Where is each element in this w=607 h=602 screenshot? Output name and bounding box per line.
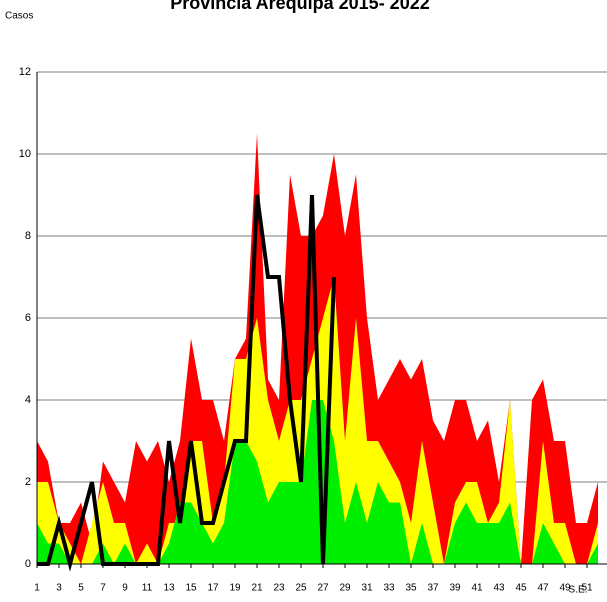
y-tick-label: 0 bbox=[25, 558, 31, 570]
x-tick-label: 13 bbox=[163, 583, 175, 594]
x-tick-label: 9 bbox=[122, 583, 128, 594]
x-tick-label: 5 bbox=[78, 583, 84, 594]
y-tick-label: 10 bbox=[19, 148, 31, 160]
x-tick-label: 37 bbox=[427, 583, 439, 594]
x-tick-label: 29 bbox=[339, 583, 351, 594]
x-tick-label: 41 bbox=[471, 583, 483, 594]
x-tick-label: 1 bbox=[34, 583, 40, 594]
x-axis-label: S.E. bbox=[569, 585, 588, 596]
x-tick-label: 25 bbox=[295, 583, 307, 594]
y-tick-label: 4 bbox=[25, 394, 31, 406]
x-tick-label: 39 bbox=[449, 583, 461, 594]
x-tick-label: 21 bbox=[251, 583, 263, 594]
x-tick-label: 49 bbox=[559, 583, 571, 594]
y-tick-label: 8 bbox=[25, 230, 31, 242]
x-tick-label: 11 bbox=[142, 583, 153, 594]
x-tick-label: 27 bbox=[317, 583, 329, 594]
y-tick-label: 6 bbox=[25, 312, 31, 324]
x-tick-label: 3 bbox=[56, 583, 62, 594]
x-tick-label: 31 bbox=[361, 583, 373, 594]
x-tick-label: 17 bbox=[207, 583, 219, 594]
x-tick-label: 43 bbox=[493, 583, 505, 594]
x-tick-label: 45 bbox=[515, 583, 527, 594]
x-tick-label: 15 bbox=[185, 583, 197, 594]
x-tick-label: 33 bbox=[383, 583, 395, 594]
x-tick-label: 51 bbox=[581, 583, 593, 594]
series-area bbox=[37, 400, 598, 564]
y-tick-label: 12 bbox=[19, 66, 31, 78]
x-tick-label: 19 bbox=[229, 583, 241, 594]
x-tick-label: 23 bbox=[273, 583, 285, 594]
x-tick-label: 47 bbox=[537, 583, 549, 594]
chart-title: Provincia Arequipa 2015- 2022 bbox=[170, 0, 429, 13]
x-tick-label: 7 bbox=[100, 583, 106, 594]
x-tick-label: 35 bbox=[405, 583, 417, 594]
series-line bbox=[37, 194, 336, 572]
y-axis-label: Casos bbox=[5, 11, 33, 22]
y-tick-label: 2 bbox=[25, 476, 31, 488]
